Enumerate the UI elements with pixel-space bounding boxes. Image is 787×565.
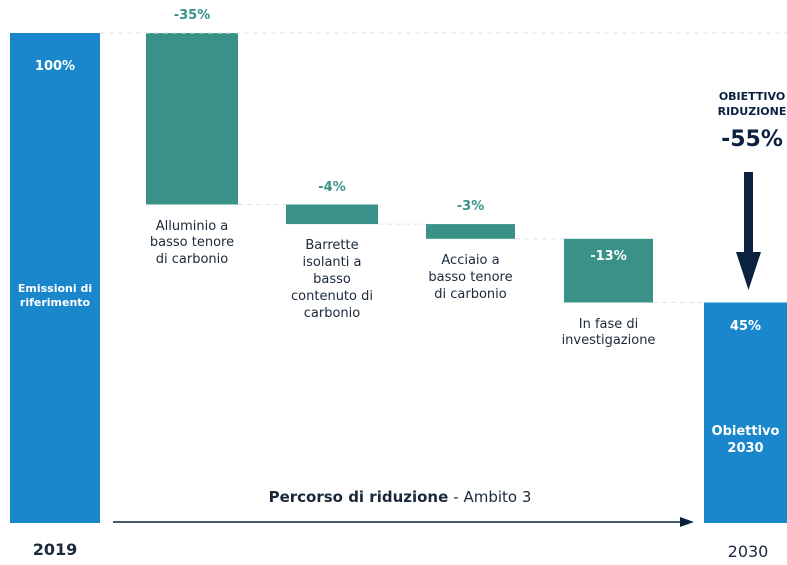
annotation-title: OBIETTIVO RIDUZIONE [717, 90, 787, 118]
arrow-head [680, 517, 694, 527]
down-arrow-head [736, 252, 761, 290]
value-label: 100% [34, 59, 76, 74]
total-bar [10, 33, 100, 523]
year-label: 2030 [727, 542, 769, 561]
total-bar [704, 302, 787, 523]
annotation-value: -55% [721, 127, 783, 152]
caption-bold: Percorso di riduzione [268, 488, 449, 506]
category-label: Barrette isolanti a basso contenuto di c… [291, 238, 373, 321]
axis-caption: Percorso di riduzione - Ambito 3 [190, 488, 610, 508]
year-label: 2019 [32, 540, 78, 559]
step-bar [426, 224, 515, 239]
value-label: -35% [173, 8, 211, 23]
down-arrow-shaft [744, 172, 753, 260]
value-label: -4% [318, 179, 346, 195]
caption-regular: - Ambito 3 [453, 488, 532, 506]
step-bar [286, 204, 378, 225]
step-bar [146, 33, 238, 205]
category-label: Alluminio a basso tenore di carbonio [149, 218, 235, 268]
value-label: -13% [590, 248, 627, 264]
step-bar [564, 238, 653, 303]
category-label: In fase di investigazione [561, 316, 656, 349]
category-label: Emissioni di riferimento [17, 282, 93, 310]
category-label: Acciaio a basso tenore di carbonio [428, 252, 513, 302]
value-label: 45% [729, 318, 762, 334]
value-label: -3% [456, 199, 485, 215]
category-label: Obiettivo 2030 [711, 424, 780, 456]
